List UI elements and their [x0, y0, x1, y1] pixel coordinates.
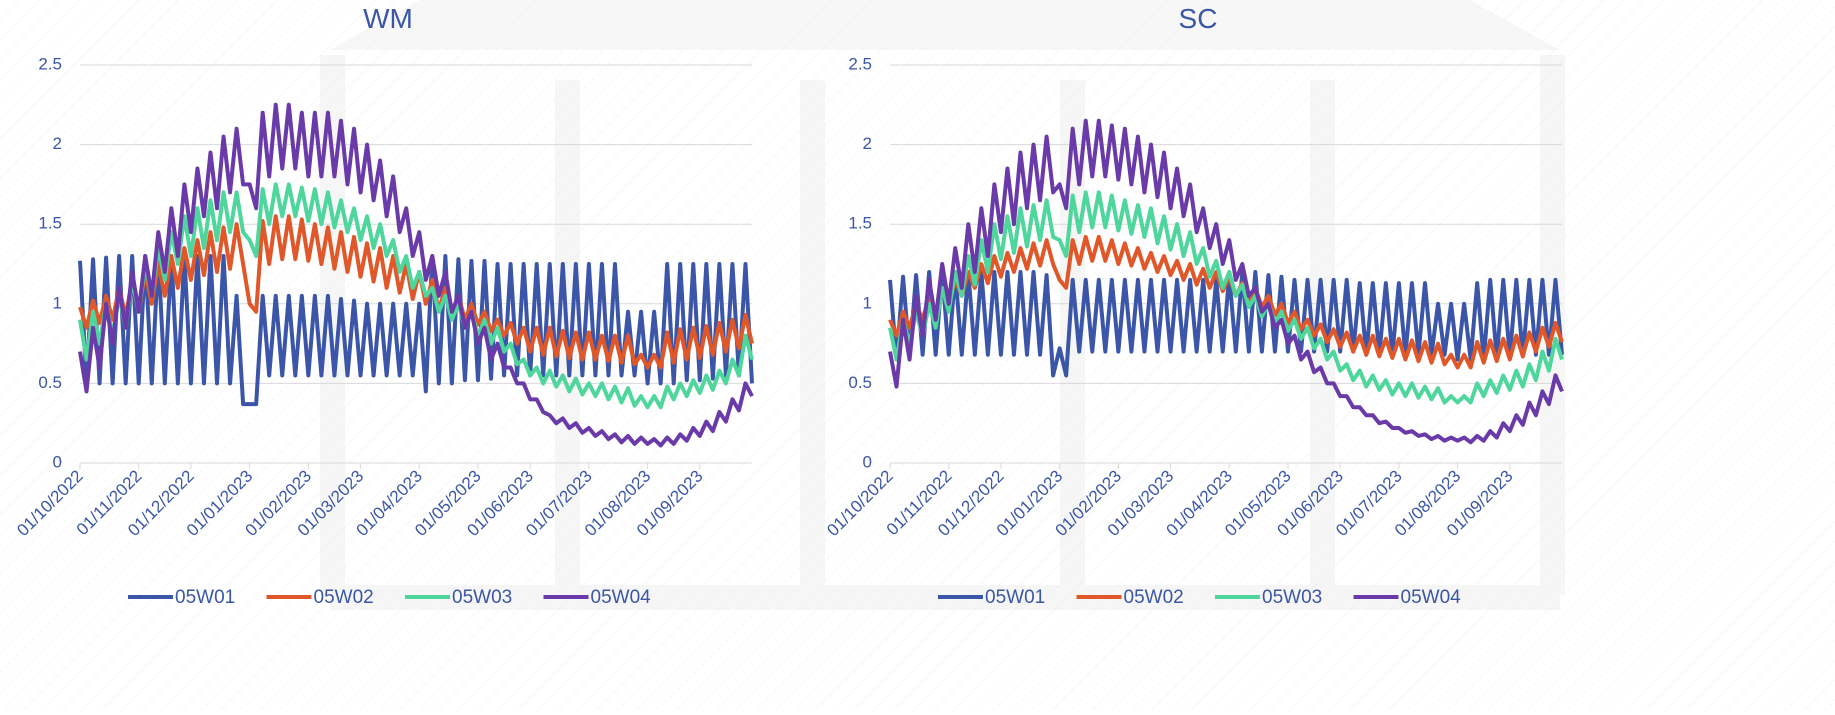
legend-label: 05W03 — [1262, 587, 1322, 608]
series-line — [78, 214, 754, 370]
y-tick-label: 1 — [863, 293, 872, 312]
series-line — [888, 269, 1564, 378]
y-tick-label: 0 — [53, 452, 62, 471]
legend-label: 05W01 — [175, 587, 235, 608]
legend-label: 05W01 — [985, 587, 1045, 608]
legend-label: 05W02 — [1124, 587, 1184, 608]
legend-label: 05W04 — [591, 587, 652, 608]
y-tick-label: 2.5 — [848, 54, 872, 73]
y-tick-label: 0 — [863, 452, 872, 471]
y-tick-label: 2.5 — [38, 54, 62, 73]
y-tick-label: 0.5 — [38, 373, 62, 392]
series-line — [888, 190, 1564, 405]
series-line — [78, 254, 754, 407]
legend-label: 05W02 — [314, 587, 374, 608]
y-tick-label: 1.5 — [848, 214, 872, 233]
y-tick-label: 1 — [53, 293, 62, 312]
chart-title: WM — [363, 3, 413, 34]
chart-title: SC — [1179, 3, 1218, 34]
y-tick-label: 0.5 — [848, 373, 872, 392]
y-tick-label: 1.5 — [38, 214, 62, 233]
series-line — [888, 118, 1564, 445]
legend-label: 05W04 — [1401, 587, 1462, 608]
series-line — [78, 182, 754, 410]
y-tick-label: 2 — [53, 134, 62, 153]
legend-label: 05W03 — [452, 587, 512, 608]
series-line — [78, 102, 754, 448]
y-tick-label: 2 — [863, 134, 872, 153]
